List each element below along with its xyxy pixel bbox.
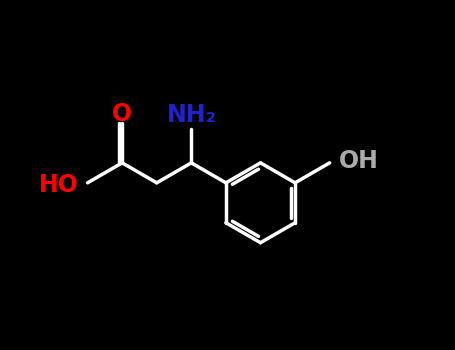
Text: O: O: [112, 102, 132, 126]
Text: HO: HO: [39, 173, 79, 197]
Text: NH₂: NH₂: [167, 103, 216, 127]
Text: OH: OH: [339, 149, 379, 173]
